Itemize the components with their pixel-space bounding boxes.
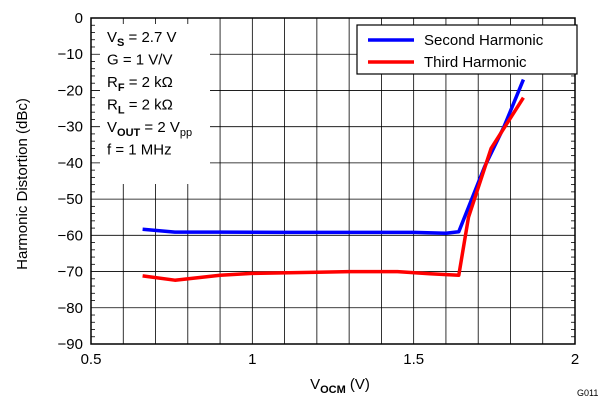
condition-line-4: VOUT = 2 Vpp — [107, 119, 192, 139]
y-tick-label-2: −20 — [58, 82, 83, 99]
legend-label-third-harmonic: Third Harmonic — [424, 54, 527, 71]
legend-box — [356, 24, 578, 75]
y-tick-label-5: −50 — [58, 191, 83, 208]
condition-line-2: RF = 2 kΩ — [107, 74, 173, 94]
x-tick-label-1: 1 — [248, 351, 256, 368]
conditions-background — [100, 24, 210, 184]
y-tick-label-6: −60 — [58, 227, 83, 244]
x-axis-title-unit: (V) — [346, 376, 370, 393]
series-line-third-harmonic — [142, 96, 525, 282]
condition-line-3: RL = 2 kΩ — [107, 97, 173, 117]
condition-line-1: G = 1 V/V — [107, 52, 172, 69]
figure-code: G011 — [577, 388, 598, 397]
x-tick-label-0: 0.5 — [81, 351, 102, 368]
y-tick-label-7: −70 — [58, 264, 83, 281]
series-layer — [142, 78, 526, 282]
plot-frame — [90, 17, 576, 345]
y-tick-label-8: −80 — [58, 300, 83, 317]
x-axis-title-main: V — [310, 376, 320, 393]
x-tick-label-3: 2 — [571, 351, 579, 368]
x-tick-label-2: 1.5 — [403, 351, 424, 368]
y-tick-label-0: 0 — [75, 10, 83, 27]
y-axis-title: Harmonic Distortion (dBc) — [14, 98, 31, 270]
y-tick-label-3: −30 — [58, 119, 83, 136]
x-axis-title: VOCM (V) — [310, 376, 370, 396]
test-conditions: VS = 2.7 V G = 1 V/V RF = 2 kΩ RL = 2 kΩVOU… — [100, 24, 210, 184]
y-tick-labels: 0 −10 −20 −30 −40 −50 −60 −70 −80 −90 — [58, 10, 83, 353]
y-tick-label-4: −40 — [58, 155, 83, 172]
legend: Second Harmonic Third Harmonic — [356, 24, 578, 75]
legend-label-second-harmonic: Second Harmonic — [424, 32, 544, 49]
x-axis-title-sub: OCM — [320, 384, 346, 396]
y-tick-label-9: −90 — [58, 336, 83, 353]
condition-line-5: f = 1 MHz — [107, 142, 172, 159]
y-tick-label-1: −10 — [58, 46, 83, 63]
x-tick-labels: 0.5 1 1.5 2 — [81, 351, 580, 368]
condition-line-0: VS = 2.7 V — [107, 29, 176, 49]
